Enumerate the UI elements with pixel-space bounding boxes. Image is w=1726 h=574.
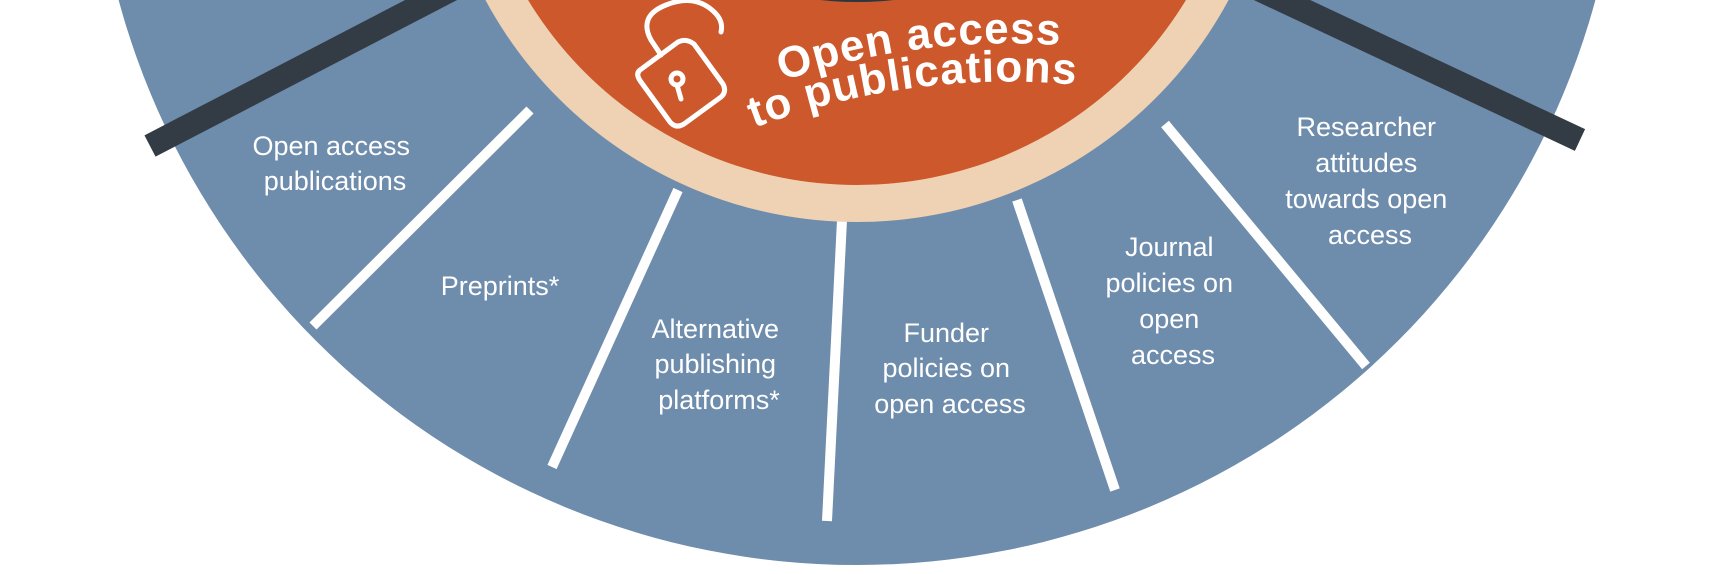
- divider-3: [822, 219, 847, 522]
- segment-label-journal-policies: Journal policies on open access: [1105, 232, 1240, 370]
- divider-2: [547, 187, 683, 470]
- open-padlock-icon: [635, 0, 728, 129]
- divider-5: [1161, 120, 1370, 370]
- segment-dividers: [144, 0, 1586, 522]
- segment-label-funder-policies: Funder policies on open access: [874, 318, 1026, 419]
- hub: [820, 0, 894, 2]
- divider-1: [309, 106, 534, 330]
- segment-label-alternative-publishing-platforms: Alternative publishing platforms*: [651, 314, 786, 415]
- segment-label-preprints: Preprints*: [441, 271, 560, 301]
- segment-label-open-access-publications: Open access publications: [252, 131, 417, 196]
- dark-divider-left: [144, 0, 458, 157]
- divider-4: [1012, 198, 1120, 492]
- outer-ring: [118, 0, 1596, 565]
- segment-label-researcher-attitudes: Researcher attitudes towards open access: [1285, 112, 1455, 250]
- dark-divider-right: [1253, 0, 1586, 151]
